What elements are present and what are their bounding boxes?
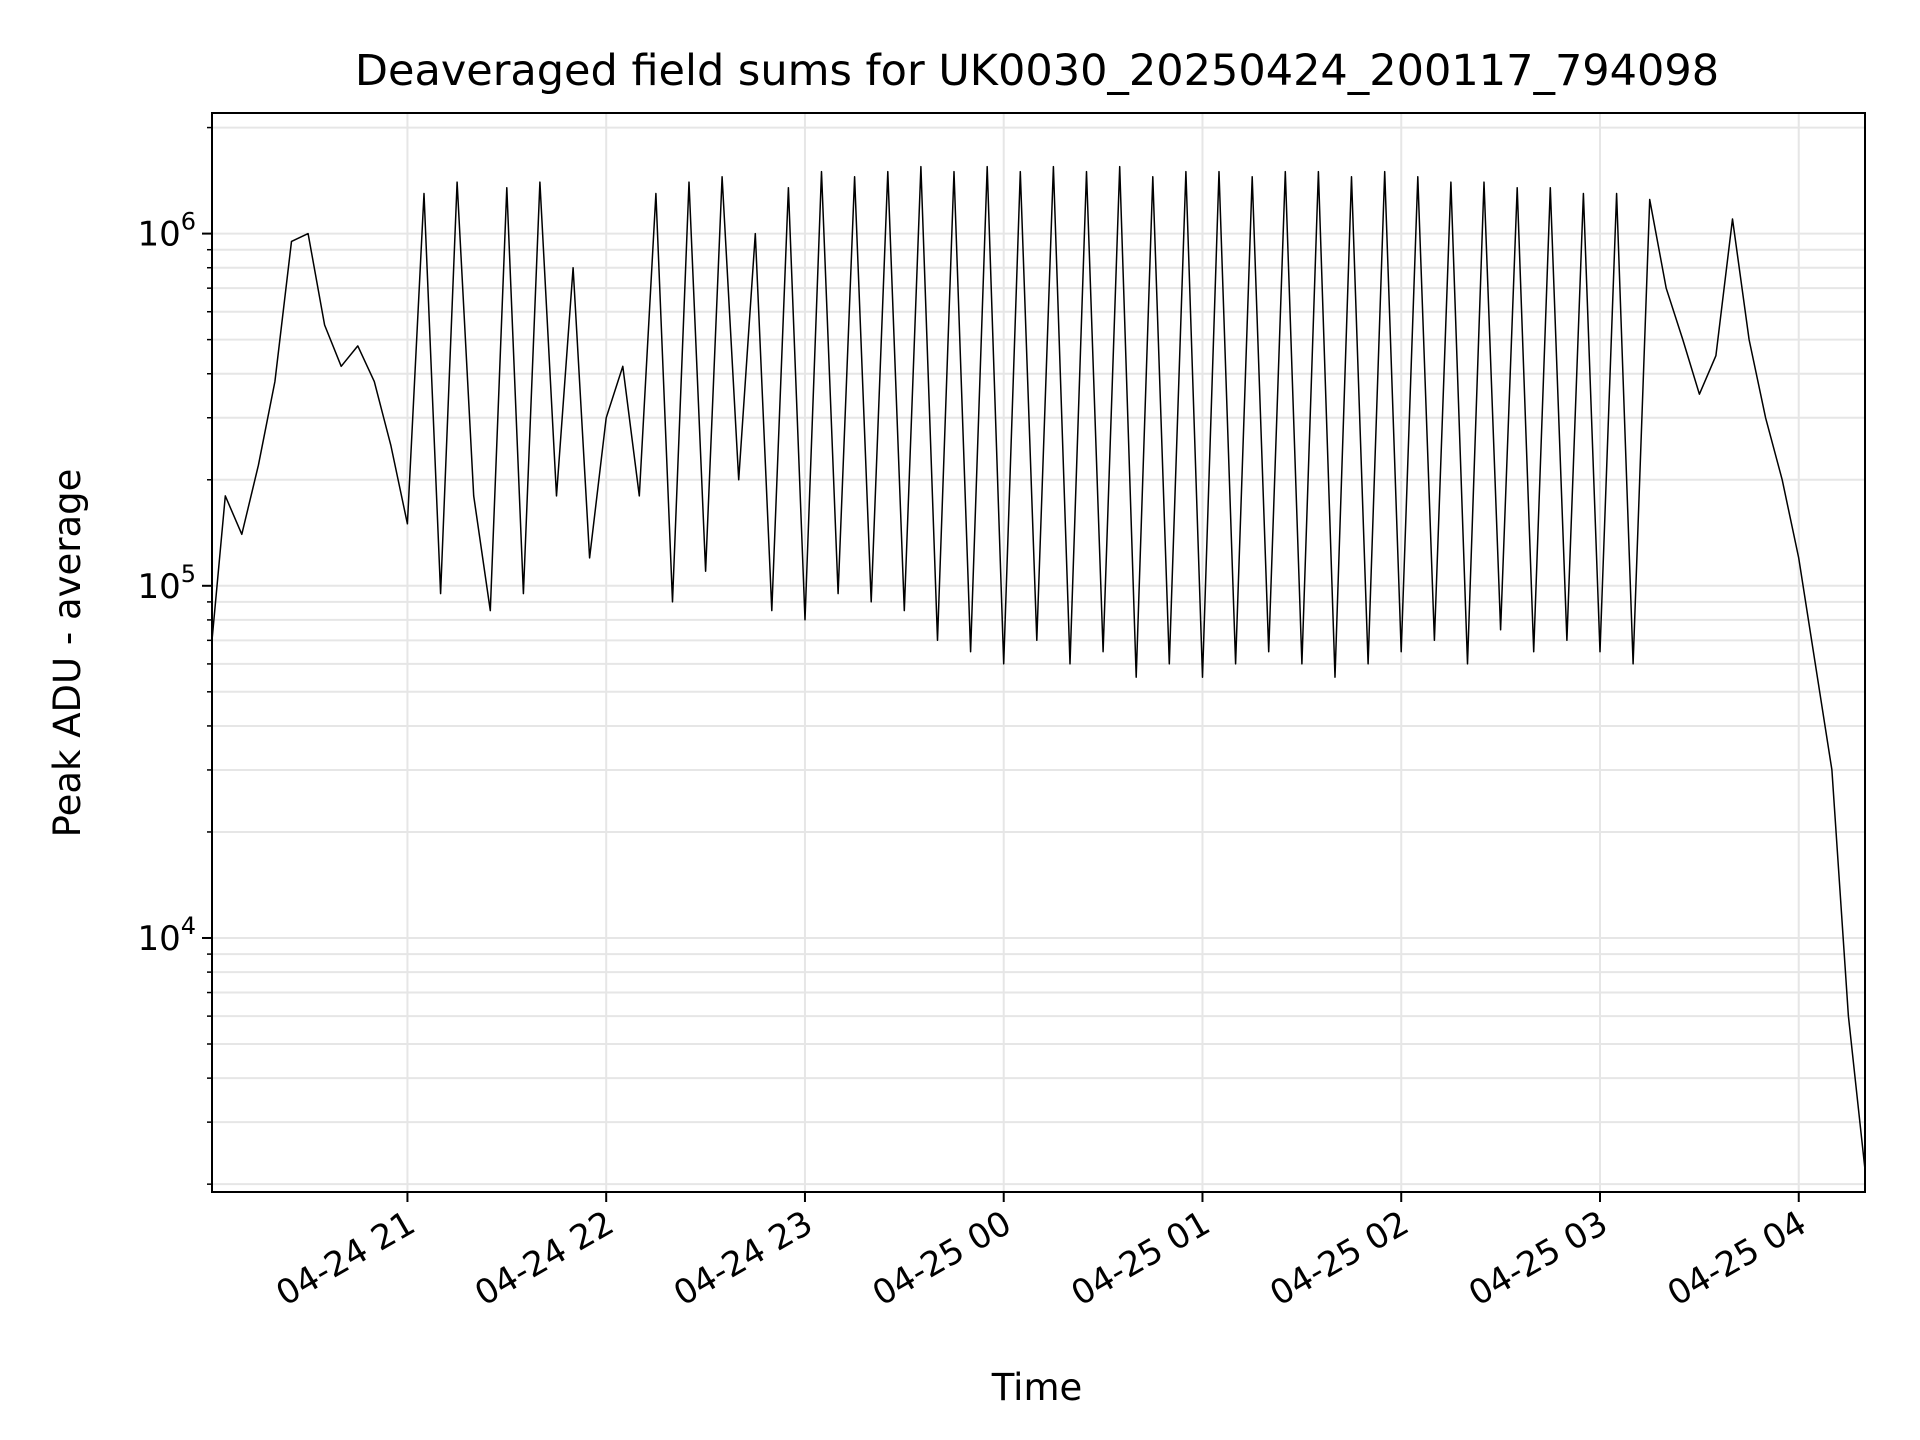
y-tick-label: 106 [137,208,196,255]
x-axis-label: Time [991,1366,1083,1409]
series-layer [211,165,1866,1170]
plot-frame [211,112,1866,1193]
chart-title: Deaveraged field sums for UK0030_2025042… [355,46,1719,96]
series-line-0 [211,165,1866,1170]
y-axis: 104 105 106 [137,126,212,1185]
y-axis-label: Peak ADU - average [46,469,89,838]
y-tick-label: 105 [137,560,196,607]
y-tick-label: 104 [137,912,196,959]
